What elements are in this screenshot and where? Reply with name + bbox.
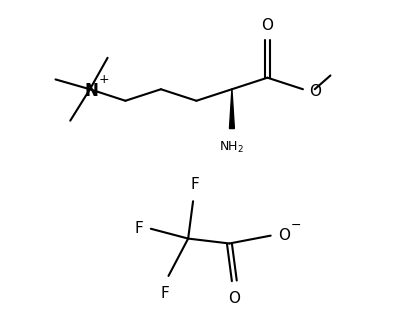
Text: N: N bbox=[85, 82, 99, 100]
Text: O: O bbox=[261, 17, 274, 33]
Text: F: F bbox=[191, 178, 199, 192]
Text: NH$_2$: NH$_2$ bbox=[219, 140, 244, 155]
Text: F: F bbox=[134, 221, 143, 236]
Text: O: O bbox=[228, 291, 241, 306]
Text: +: + bbox=[98, 73, 109, 86]
Text: F: F bbox=[160, 286, 169, 301]
Polygon shape bbox=[230, 89, 234, 128]
Text: O: O bbox=[309, 84, 321, 99]
Text: O: O bbox=[279, 228, 290, 243]
Text: −: − bbox=[290, 219, 301, 232]
